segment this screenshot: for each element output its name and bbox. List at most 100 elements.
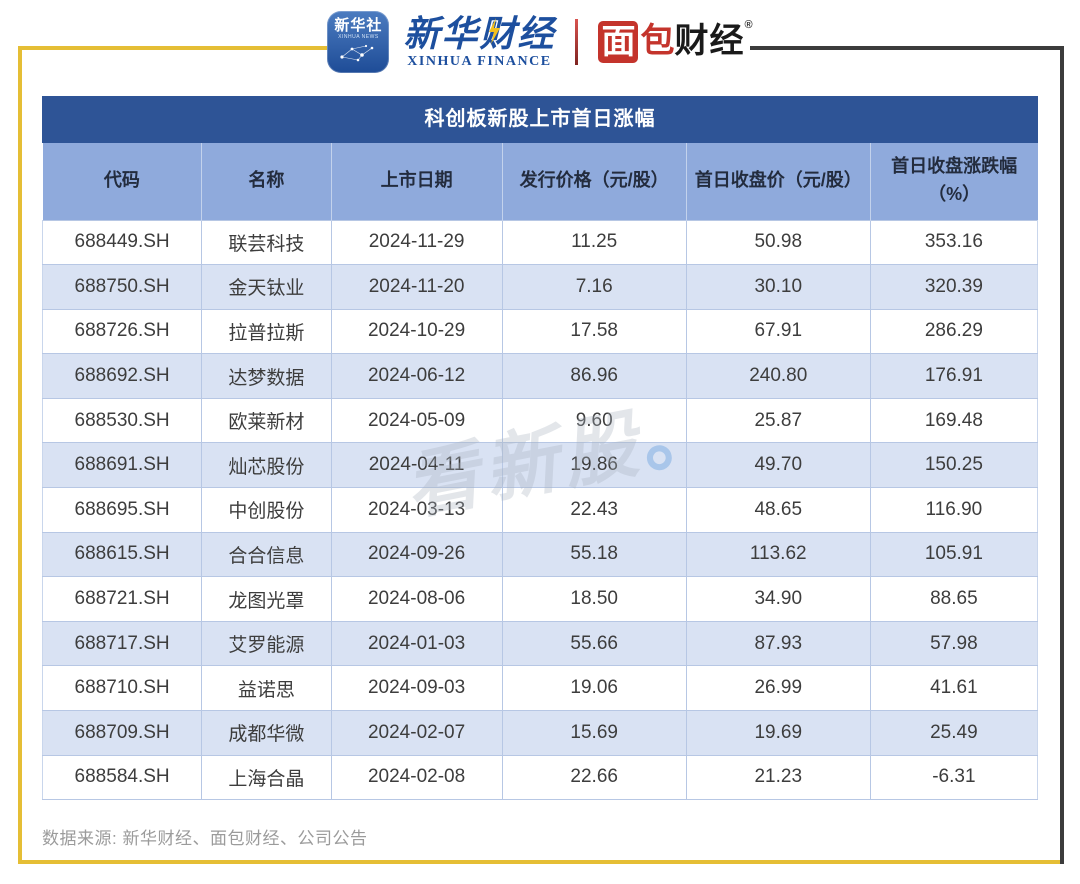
table-cell: 688692.SH [41,353,203,399]
table-cell: 688721.SH [41,576,203,622]
header-row: 代码 名称 上市日期 发行价格（元/股） 首日收盘价（元/股） 首日收盘涨跌幅（… [42,143,1038,220]
table-cell: 2024-10-29 [330,308,503,355]
logo-divider [575,19,579,65]
table-cell: 灿芯股份 [201,442,332,489]
table-row: 688692.SH 达梦数据 2024-06-12 86.96 240.80 176.91 [41,353,1039,399]
table-cell: 2024-05-09 [330,397,503,444]
table-cell: 22.43 [501,487,687,533]
mianbao-char-bao: 包 [640,21,675,60]
table-cell: 688717.SH [41,620,203,667]
table-cell: 286.29 [869,308,1039,355]
table-cell: 688709.SH [41,710,203,756]
table-cell: 26.99 [685,665,871,712]
col-header-code: 代码 [42,143,202,220]
xinhua-news-sublabel: XINHUA NEWS [338,34,379,40]
table-cell: 22.66 [501,754,687,801]
col-header-close-price: 首日收盘价（元/股） [685,143,871,220]
table-cell: 金天钛业 [201,264,332,310]
frame-dark-right-line [1060,46,1064,864]
lightning-icon [489,17,501,44]
table-cell: 86.96 [501,353,687,399]
table-row: 688726.SH 拉普拉斯 2024-10-29 17.58 67.91 286.29 [41,308,1039,355]
table-cell: 7.16 [501,264,687,310]
table-cell: 169.48 [869,397,1039,444]
table-cell: 55.18 [501,531,687,578]
table-row: 688530.SH 欧莱新材 2024-05-09 9.60 25.87 169.48 [41,397,1039,444]
table-row: 688615.SH 合合信息 2024-09-26 55.18 113.62 105.91 [41,531,1039,578]
table-cell: 2024-09-26 [330,531,503,578]
table-cell: 688726.SH [41,308,203,355]
table-cell: 113.62 [685,531,871,578]
table-row: 688695.SH 中创股份 2024-03-13 22.43 48.65 116.90 [41,487,1039,533]
table-cell: 688750.SH [41,264,203,310]
table-row: 688584.SH 上海合晶 2024-02-08 22.66 21.23 -6.31 [41,754,1039,801]
ipo-table: 代码 名称 上市日期 发行价格（元/股） 首日收盘价（元/股） 首日收盘涨跌幅（… [41,143,1039,801]
table-row: 688691.SH 灿芯股份 2024-04-11 19.86 49.70 150.25 [41,442,1039,489]
table-cell: 688710.SH [41,665,203,712]
table-cell: 19.86 [501,442,687,489]
frame-gold-left-line [18,46,22,864]
table-cell: 41.61 [869,665,1039,712]
table-cell: 688530.SH [41,397,203,444]
col-header-name: 名称 [201,143,332,220]
brand-header: 新华社 XINHUA NEWS 新华财经 [0,8,1080,76]
table-row: 688709.SH 成都华微 2024-02-07 15.69 19.69 25.49 [41,710,1039,756]
table-cell: 688449.SH [41,219,203,266]
table-cell: -6.31 [869,754,1039,801]
table-cell: 48.65 [685,487,871,533]
table-cell: 益诺思 [201,665,332,712]
data-table-card: 科创板新股上市首日涨幅 代码 名称 上市日期 发行价格（元/股） 首日收盘价（元… [41,96,1039,801]
table-cell: 57.98 [869,620,1039,667]
table-title: 科创板新股上市首日涨幅 [42,96,1038,143]
table-cell: 达梦数据 [201,353,332,399]
table-row: 688449.SH 联芸科技 2024-11-29 11.25 50.98 353.16 [41,219,1039,266]
table-cell: 2024-02-08 [330,754,503,801]
table-header: 代码 名称 上市日期 发行价格（元/股） 首日收盘价（元/股） 首日收盘涨跌幅（… [42,143,1038,220]
table-cell: 688584.SH [41,754,203,801]
table-cell: 2024-08-06 [330,576,503,622]
table-cell: 21.23 [685,754,871,801]
table-row: 688750.SH 金天钛业 2024-11-20 7.16 30.10 320.39 [41,264,1039,310]
frame-dark-top-line [750,46,1064,50]
table-cell: 34.90 [685,576,871,622]
table-cell: 55.66 [501,620,687,667]
table-cell: 87.93 [685,620,871,667]
mianbao-char-mian: 面 [598,20,639,64]
table-cell: 150.25 [869,442,1039,489]
frame-gold-top-line [18,46,336,50]
table-cell: 688615.SH [41,531,203,578]
table-cell: 上海合晶 [201,754,332,801]
table-cell: 88.65 [869,576,1039,622]
table-cell: 2024-11-20 [330,264,503,310]
table-cell: 2024-02-07 [330,710,503,756]
table-cell: 联芸科技 [201,219,332,266]
col-header-change-pct: 首日收盘涨跌幅（%） [869,143,1038,220]
table-cell: 拉普拉斯 [201,308,332,355]
table-cell: 2024-09-03 [330,665,503,712]
col-header-issue-price: 发行价格（元/股） [501,143,687,220]
table-cell: 50.98 [685,219,871,266]
table-row: 688721.SH 龙图光罩 2024-08-06 18.50 34.90 88.65 [41,576,1039,622]
constellation-icon [340,44,374,62]
table-cell: 240.80 [685,353,871,399]
table-cell: 19.06 [501,665,687,712]
table-cell: 11.25 [501,219,687,266]
table-cell: 艾罗能源 [201,620,332,667]
xinhua-news-label: 新华社 [334,17,383,34]
table-cell: 2024-03-13 [330,487,503,533]
frame-gold-bottom-line [18,860,1064,864]
table-cell: 105.91 [869,531,1039,578]
table-cell: 18.50 [501,576,687,622]
mianbao-finance-logo: 面 包 财经 ® [598,19,753,64]
table-cell: 欧莱新材 [201,397,332,444]
table-cell: 320.39 [869,264,1039,310]
table-cell: 176.91 [869,353,1039,399]
table-cell: 2024-11-29 [330,219,503,266]
table-row: 688710.SH 益诺思 2024-09-03 19.06 26.99 41.61 [41,665,1039,712]
table-cell: 9.60 [501,397,687,444]
table-cell: 49.70 [685,442,871,489]
table-cell: 龙图光罩 [201,576,332,622]
table-cell: 688695.SH [41,487,203,533]
source-note: 数据来源: 新华财经、面包财经、公司公告 [42,829,368,848]
